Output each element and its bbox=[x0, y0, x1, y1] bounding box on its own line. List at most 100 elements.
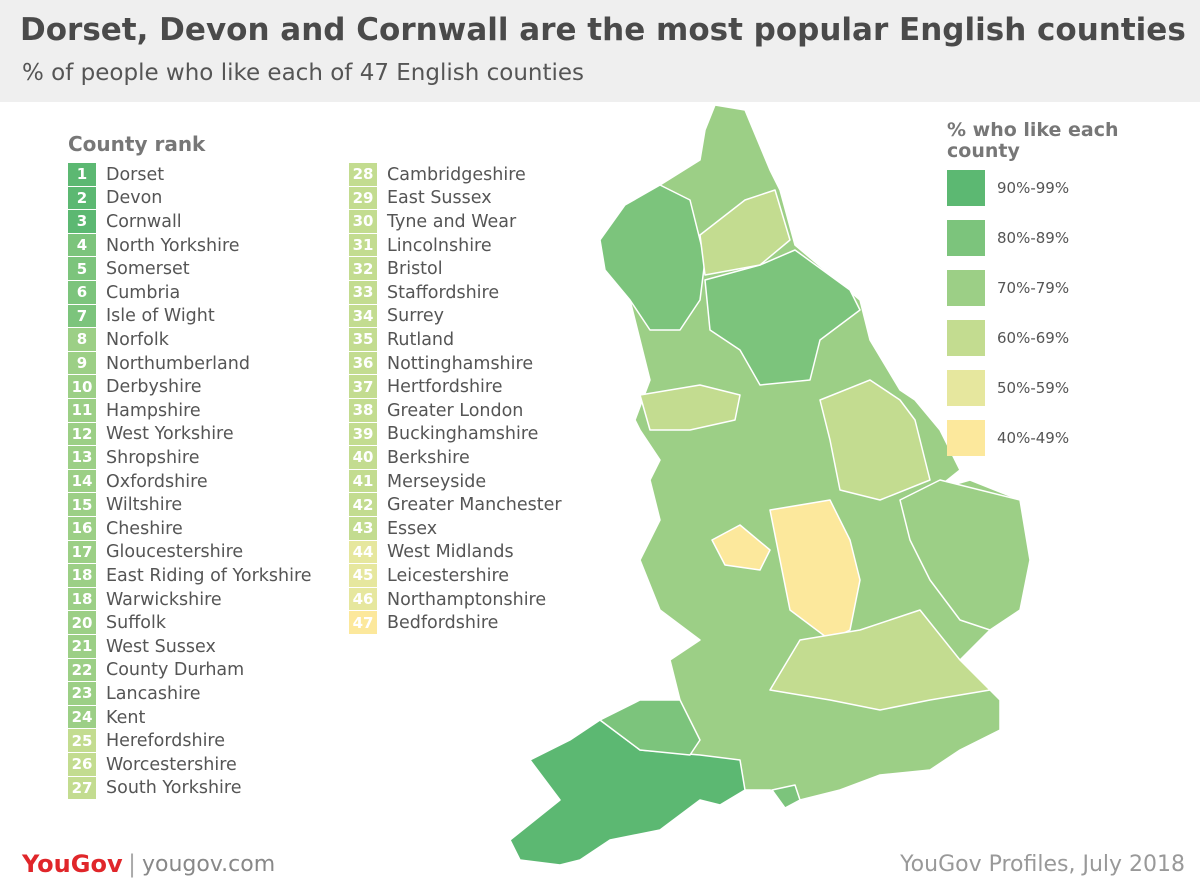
rank-number: 10 bbox=[68, 375, 96, 399]
rank-row: 17 Gloucestershire bbox=[68, 540, 244, 565]
rank-number: 12 bbox=[68, 422, 96, 447]
region-somerset bbox=[599, 699, 701, 756]
county-name: Hampshire bbox=[106, 400, 201, 421]
region-lancashire-south bbox=[639, 384, 741, 431]
rank-number: 27 bbox=[68, 776, 96, 801]
county-name: Devon bbox=[106, 188, 163, 209]
legend-label: 50%-59% bbox=[997, 379, 1070, 397]
county-name: Buckinghamshire bbox=[387, 424, 539, 445]
legend-label: 80%-89% bbox=[997, 229, 1070, 247]
rank-number: 16 bbox=[68, 517, 96, 541]
county-name: Bedfordshire bbox=[387, 613, 499, 634]
region-west-midlands bbox=[711, 524, 771, 571]
rank-number: 13 bbox=[68, 446, 96, 470]
legend-item: 40%-49% bbox=[947, 420, 1069, 456]
legend-item: 70%-79% bbox=[947, 270, 1069, 306]
rank-row: 4 North Yorkshire bbox=[68, 233, 240, 258]
rank-row: 16 Cheshire bbox=[68, 517, 183, 541]
county-name: West Yorkshire bbox=[106, 424, 234, 445]
rank-row: 14 Oxfordshire bbox=[68, 469, 208, 494]
rank-row: 32 Bristol bbox=[349, 257, 443, 281]
rank-number: 6 bbox=[68, 281, 96, 305]
rank-row: 18 East Riding of Yorkshire bbox=[68, 564, 312, 588]
rank-number: 39 bbox=[349, 422, 377, 447]
county-name: Surrey bbox=[387, 306, 445, 327]
rank-row: 45 Leicestershire bbox=[349, 564, 509, 588]
legend-item: 50%-59% bbox=[947, 370, 1069, 406]
rank-number: 33 bbox=[349, 281, 377, 305]
rank-number: 42 bbox=[349, 493, 377, 517]
region-lincolnshire bbox=[819, 379, 931, 501]
county-name: Shropshire bbox=[106, 447, 200, 468]
rank-row: 7 Isle of Wight bbox=[68, 304, 215, 329]
rank-row: 26 Worcestershire bbox=[68, 753, 237, 777]
county-name: Northamptonshire bbox=[387, 589, 547, 610]
rank-number: 21 bbox=[68, 635, 96, 659]
legend-item: 60%-69% bbox=[947, 320, 1069, 356]
region-durham bbox=[699, 189, 791, 276]
rank-row: 18 Warwickshire bbox=[68, 587, 222, 612]
county-name: Berkshire bbox=[387, 447, 470, 468]
county-name: Cheshire bbox=[106, 518, 183, 539]
rank-row: 29 East Sussex bbox=[349, 186, 492, 211]
rank-row: 27 South Yorkshire bbox=[68, 776, 241, 801]
county-name: Greater Manchester bbox=[387, 495, 562, 516]
rank-row: 24 Kent bbox=[68, 705, 145, 730]
rank-row: 30 Tyne and Wear bbox=[349, 210, 516, 234]
rank-number: 37 bbox=[349, 375, 377, 399]
legend-item: 80%-89% bbox=[947, 220, 1069, 256]
rank-number: 46 bbox=[349, 587, 377, 612]
county-name: Cornwall bbox=[106, 211, 182, 232]
region-isle-of-wight bbox=[771, 784, 801, 809]
rank-number: 24 bbox=[68, 705, 96, 730]
county-name: North Yorkshire bbox=[106, 235, 240, 256]
county-name: Suffolk bbox=[106, 613, 166, 634]
county-name: Essex bbox=[387, 518, 438, 539]
rank-row: 39 Buckinghamshire bbox=[349, 422, 539, 447]
county-name: Cambridgeshire bbox=[387, 164, 526, 185]
rank-row: 12 West Yorkshire bbox=[68, 422, 234, 447]
rank-row: 38 Greater London bbox=[349, 399, 523, 423]
rank-number: 45 bbox=[349, 564, 377, 588]
rank-row: 34 Surrey bbox=[349, 304, 445, 329]
county-name: Tyne and Wear bbox=[387, 211, 517, 232]
region-home-counties bbox=[769, 609, 991, 711]
rank-number: 11 bbox=[68, 399, 96, 423]
rank-row: 28 Cambridgeshire bbox=[349, 163, 526, 187]
rank-number: 26 bbox=[68, 753, 96, 777]
rank-number: 1 bbox=[68, 163, 96, 187]
rank-number: 47 bbox=[349, 611, 377, 635]
site: yougov.com bbox=[142, 852, 276, 877]
title: Dorset, Devon and Cornwall are the most … bbox=[20, 12, 1186, 48]
rank-number: 35 bbox=[349, 328, 377, 352]
rank-row: 42 Greater Manchester bbox=[349, 493, 562, 517]
rank-row: 43 Essex bbox=[349, 517, 437, 541]
region-north-yorkshire bbox=[704, 249, 861, 386]
rank-number: 29 bbox=[349, 186, 377, 211]
legend-swatch bbox=[947, 320, 985, 356]
rank-number: 41 bbox=[349, 469, 377, 494]
rank-row: 6 Cumbria bbox=[68, 281, 180, 305]
legend-title: % who like each county bbox=[947, 119, 1119, 162]
county-name: East Sussex bbox=[387, 188, 492, 209]
county-name: Somerset bbox=[106, 259, 190, 280]
county-name: Oxfordshire bbox=[106, 471, 208, 492]
rank-number: 20 bbox=[68, 611, 96, 635]
region-east-anglia bbox=[899, 479, 1031, 631]
region-midlands bbox=[769, 499, 861, 641]
county-name: Bristol bbox=[387, 259, 443, 280]
rank-number: 3 bbox=[68, 210, 96, 234]
rank-number: 30 bbox=[349, 210, 377, 234]
county-name: Gloucestershire bbox=[106, 542, 244, 563]
rank-number: 36 bbox=[349, 351, 377, 376]
rank-number: 2 bbox=[68, 186, 96, 211]
rank-number: 32 bbox=[349, 257, 377, 281]
rank-row: 41 Merseyside bbox=[349, 469, 486, 494]
county-name: Dorset bbox=[106, 164, 165, 185]
header: Dorset, Devon and Cornwall are the most … bbox=[0, 0, 1200, 102]
rank-number: 22 bbox=[68, 658, 96, 683]
county-name: County Durham bbox=[106, 660, 245, 681]
county-name: Derbyshire bbox=[106, 377, 202, 398]
